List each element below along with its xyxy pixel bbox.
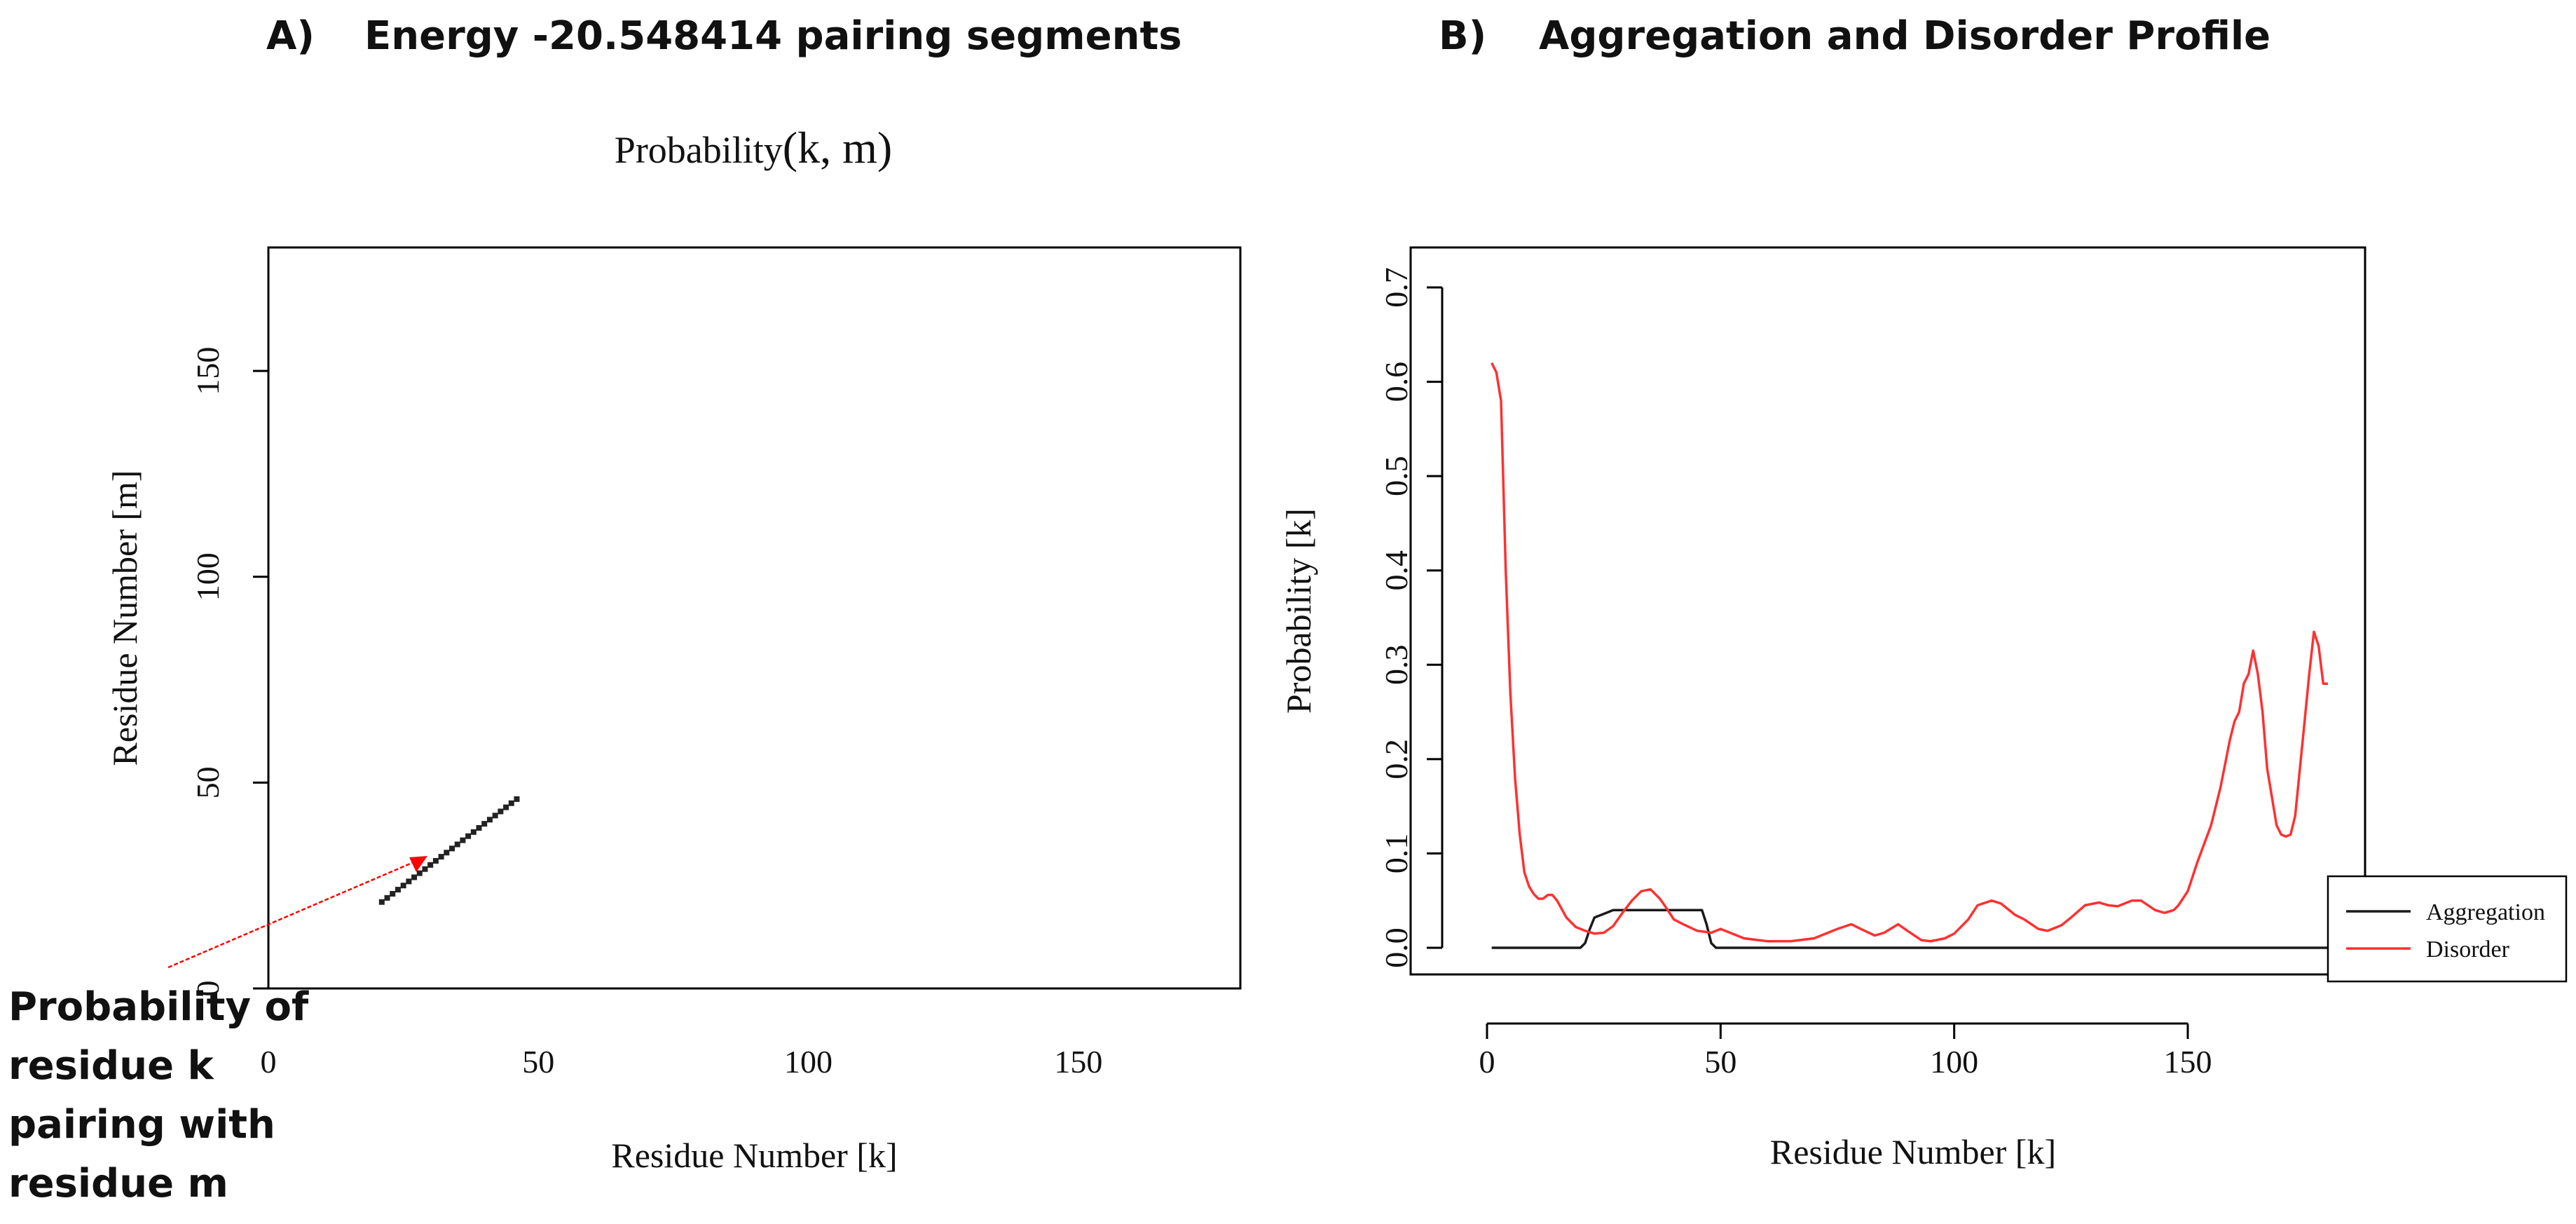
- chart-a-point: [508, 800, 514, 806]
- chart-a-point: [470, 829, 477, 835]
- chart-a-point: [486, 817, 493, 823]
- chart-a-point: [390, 890, 396, 897]
- chart-b-y-axis-label: Probability [k]: [1279, 508, 1318, 714]
- chart-a-y-tick-label: 150: [190, 347, 226, 395]
- chart-a: 0 50 100 150 0 50 100 150 Residue Number [k] Resi…: [105, 246, 1242, 1175]
- chart-b-y-tick-label: 0.6: [1378, 362, 1414, 402]
- chart-b-legend-box: [2327, 875, 2568, 983]
- chart-a-point: [422, 866, 428, 872]
- chart-a-x-tick-label: 50: [522, 1044, 554, 1080]
- chart-b-series-aggregation: [1491, 909, 2328, 949]
- chart-b-x-tick-label: 50: [1704, 1044, 1736, 1080]
- chart-a-point: [448, 845, 455, 852]
- chart-b-y-tick-label: 0.1: [1378, 834, 1414, 874]
- chart-b-y-tick-label: 0.4: [1378, 550, 1414, 591]
- chart-a-frame: [267, 246, 1242, 990]
- callout-line-4: residue m: [8, 1161, 228, 1206]
- callout-arrow-head: [409, 856, 427, 872]
- chart-a-point: [395, 887, 401, 893]
- chart-b-frame: [1409, 246, 2366, 976]
- chart-b-legend-label: Disorder: [2426, 937, 2510, 963]
- chart-b-y-tick-label: 0.3: [1378, 645, 1414, 686]
- chart-a-point: [476, 824, 482, 831]
- chart-a-x-tick-label: 0: [261, 1044, 277, 1080]
- chart-a-point: [514, 796, 520, 802]
- chart-a-point: [432, 857, 439, 864]
- chart-a-point: [378, 899, 385, 905]
- chart-b-x-tick-label: 150: [2164, 1044, 2212, 1080]
- callout-text: Probability of residue k pairing with re…: [8, 978, 309, 1213]
- chart-a-point: [460, 837, 466, 843]
- panel-b-title: Aggregation and Disorder Profile: [1539, 13, 2270, 59]
- chart-a-point: [400, 883, 406, 889]
- chart-a-y-tick-label: 50: [190, 766, 226, 798]
- callout-line-3: pairing with: [8, 1102, 275, 1148]
- chart-a-point: [384, 895, 390, 901]
- panel-a-title: Energy -20.548414 pairing segments: [364, 13, 1182, 59]
- callout-line-2: residue k: [8, 1043, 214, 1089]
- chart-a-point: [411, 874, 418, 880]
- chart-b-x-tick-label: 100: [1930, 1044, 1978, 1080]
- chart-a-point: [465, 833, 472, 839]
- chart-a-title-main: Probability: [615, 129, 783, 171]
- chart-b: 0 50 100 150 0.0 0.1 0.2 0.3 0.4 0.5 0.6 0.7 Residue…: [1279, 246, 2568, 1171]
- chart-a-point: [406, 878, 412, 885]
- chart-a-point: [427, 862, 434, 868]
- chart-a-point: [492, 812, 498, 819]
- chart-a-point: [454, 841, 460, 848]
- chart-b-y-tick-label: 0.7: [1378, 267, 1414, 308]
- chart-a-y-axis-label: Residue Number [m]: [105, 470, 144, 766]
- chart-a-point: [416, 870, 423, 876]
- chart-b-x-axis-label: Residue Number [k]: [1770, 1132, 2056, 1171]
- chart-a-title-args: (k, m): [783, 123, 892, 172]
- chart-b-legend-label: Aggregation: [2426, 899, 2545, 925]
- chart-a-y-tick-label: 100: [190, 552, 226, 601]
- chart-a-point: [498, 808, 504, 815]
- chart-b-y-tick-label: 0.5: [1378, 456, 1414, 496]
- chart-a-point: [481, 821, 488, 827]
- chart-b-x-tick-label: 0: [1479, 1044, 1495, 1080]
- chart-a-y-tick-label: 0: [190, 981, 226, 997]
- callout-arrow-line: [167, 861, 414, 969]
- chart-a-x-tick-label: 150: [1054, 1044, 1102, 1080]
- panel-a-letter: A): [266, 13, 315, 59]
- chart-a-point: [444, 850, 450, 856]
- callout-line-1: Probability of: [8, 984, 309, 1030]
- chart-b-y-tick-label: 0.0: [1378, 927, 1414, 968]
- chart-a-x-axis-label: Residue Number [k]: [611, 1136, 897, 1175]
- chart-b-series-disorder: [1491, 362, 2328, 943]
- panel-b-letter: B): [1439, 13, 1486, 59]
- chart-a-point: [503, 804, 509, 810]
- chart-b-legend: Aggregation Disorder: [2327, 875, 2568, 983]
- chart-a-x-tick-label: 100: [784, 1044, 833, 1080]
- chart-a-point: [438, 854, 444, 860]
- chart-b-y-tick-label: 0.2: [1378, 739, 1414, 780]
- callout-arrow: [167, 856, 427, 969]
- chart-a-title: Probability(k, m): [615, 123, 892, 172]
